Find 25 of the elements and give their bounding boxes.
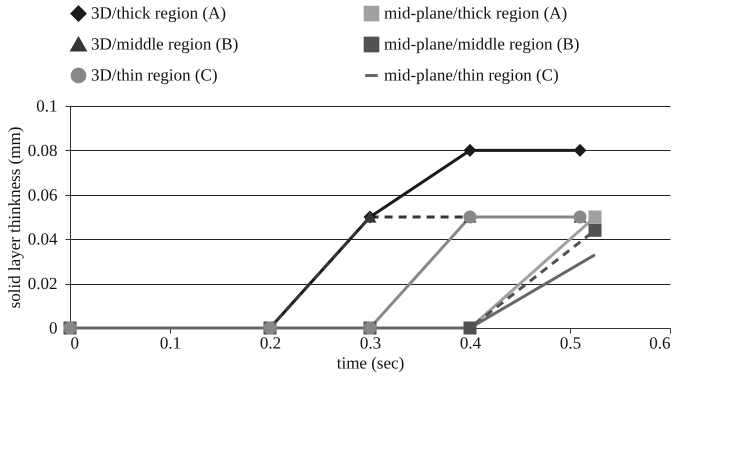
point (588, 224, 602, 237)
legend-label: mid-plane/thin region (C) (384, 66, 559, 84)
legend-label: 3D/thick region (A) (91, 4, 226, 23)
x-tick-label: 0.6 (649, 334, 670, 352)
y-tick-label: 0.08 (28, 140, 58, 160)
point (463, 144, 477, 157)
y-tick-label: 0.04 (28, 230, 58, 249)
point (573, 144, 587, 157)
x-tick-label: 0.5 (560, 334, 582, 352)
x-tick-label: 0.1 (160, 334, 182, 352)
legend-label: 3D/middle region (B) (91, 34, 238, 54)
x-axis-title: time (sec) (336, 354, 404, 372)
x-tick-label: 0.4 (460, 334, 482, 352)
x-tick-label: 0.3 (360, 334, 382, 352)
point (588, 210, 602, 224)
y-tick-label: 0 (49, 318, 58, 338)
x-tick-label: 0 (70, 334, 79, 352)
x-tick-label: 0.2 (260, 334, 282, 352)
y-tick-label: 0.02 (28, 274, 58, 294)
legend-label: mid-plane/thick region (A) (384, 4, 568, 23)
y-tick-label: 0.1 (36, 96, 58, 116)
legend-label: mid-plane/middle region (B) (384, 34, 580, 54)
legend-label: 3D/thin region (C) (91, 66, 218, 84)
y-tick-label: 0.06 (28, 185, 58, 204)
y-axis-title: solid layer thinkness (mm) (4, 126, 24, 308)
